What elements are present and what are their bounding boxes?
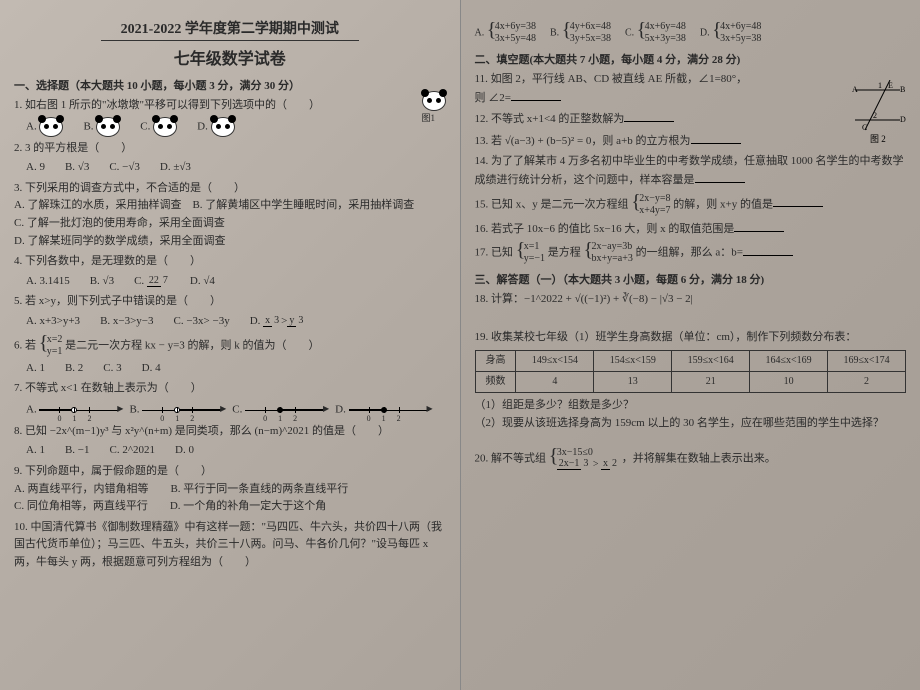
- q17: 17. 已知 x=1y=−1 是方程 2x−ay=3bbx+y=a+3 的一组解…: [475, 241, 907, 265]
- q10-opts: A. 4x+6y=383x+5y=48 B. 4y+6x=483y+5x=38 …: [475, 21, 907, 45]
- q14: 14. 为了了解某市 4 万多名初中毕业生的中考数学成绩，任意抽取 1000 名…: [475, 153, 907, 189]
- left-page: 2021-2022 学年度第二学期期中测试 七年级数学试卷 一、选择题（本大题共…: [0, 0, 461, 690]
- q1-fig: 图1: [422, 91, 446, 125]
- q16: 16. 若式子 10x−6 的值比 5x−16 大，则 x 的取值范围是: [475, 220, 907, 239]
- q3: 3. 下列采用的调查方式中，不合适的是（ ） A. 了解珠江的水质，采用抽样调查…: [14, 180, 446, 250]
- q1-text: 1. 如右图 1 所示的"冰墩墩"平移可以得到下列选项中的（ ）: [14, 99, 320, 111]
- freq-table: 身高149≤x<154154≤x<159159≤x<164164≤x<16916…: [475, 350, 907, 393]
- main-title: 2021-2022 学年度第二学期期中测试: [101, 18, 359, 41]
- q1-c: C.: [140, 117, 177, 137]
- header: 2021-2022 学年度第二学期期中测试 七年级数学试卷: [14, 18, 446, 69]
- q1-a: A.: [26, 117, 63, 137]
- q7-b: B. 012: [129, 400, 222, 420]
- q12: 12. 不等式 x+1<4 的正整数解为: [475, 110, 907, 129]
- q10: 10. 中国清代算书《御制数理精蕴》中有这样一题："马四匹、牛六头，共价四十八两…: [14, 519, 446, 572]
- panda-icon: [422, 91, 446, 111]
- table-row: 频数41321102: [475, 372, 906, 393]
- q7-c: C. 012: [232, 400, 325, 420]
- q8: 8. 已知 −2x^(m−1)y³ 与 x²y^(n+m) 是同类项，那么 (n…: [14, 423, 446, 460]
- q7-d: D. 012: [335, 400, 428, 420]
- section1-head: 一、选择题（本大题共 10 小题，每小题 3 分，满分 30 分）: [14, 77, 446, 93]
- q4: 4. 下列各数中，是无理数的是（ ） A. 3.1415 B. √3 C. 22…: [14, 253, 446, 290]
- q7: 7. 不等式 x<1 在数轴上表示为（ ） A. 012 B. 012 C. 0…: [14, 380, 446, 420]
- q1-d: D.: [197, 117, 234, 137]
- q5: 5. 若 x>y，则下列式子中错误的是（ ） A. x+3>y+3 B. x−3…: [14, 293, 446, 330]
- q7-a: A. 012: [26, 400, 119, 420]
- right-page: A. 4x+6y=383x+5y=48 B. 4y+6x=483y+5x=38 …: [461, 0, 920, 690]
- q1-b: B.: [83, 117, 120, 137]
- q11: 11. 如图 2，平行线 AB、CD 被直线 AE 所截，∠1=80°， 则 ∠…: [475, 71, 907, 107]
- q20: 20. 解不等式组 3x−15≤0 2x−13 > x2 ，并将解集在数轴上表示…: [475, 447, 907, 471]
- q13: 13. 若 √(a−3) + (b−5)² = 0，则 a+b 的立方根为: [475, 132, 907, 151]
- q15: 15. 已知 x、y 是二元一次方程组 2x−y=8x+4y=7 的解，则 x+…: [475, 193, 907, 217]
- q1-opts: A. B. C. D.: [26, 117, 446, 137]
- table-row: 身高149≤x<154154≤x<159159≤x<164164≤x<16916…: [475, 351, 906, 372]
- section2-head: 二、填空题(本大题共 7 小题，每小题 4 分，满分 28 分): [475, 51, 907, 67]
- q6: 6. 若 x=2y=1 是二元一次方程 kx − y=3 的解，则 k 的值为（…: [14, 334, 446, 378]
- sub-title: 七年级数学试卷: [14, 45, 446, 69]
- q18: 18. 计算：−1^2022 + √((−1)²) + ∛(−8) − |√3 …: [475, 291, 907, 309]
- q19: 19. 收集某校七年级（1）班学生身高数据（单位：cm），制作下列频数分布表： …: [475, 329, 907, 433]
- q9: 9. 下列命题中，属于假命题的是（ ） A. 两直线平行，内错角相等 B. 平行…: [14, 463, 446, 516]
- section3-head: 三、解答题（一）（本大题共 3 小题，每题 6 分，满分 18 分): [475, 271, 907, 287]
- q1: 1. 如右图 1 所示的"冰墩墩"平移可以得到下列选项中的（ ） 图1 A. B…: [14, 97, 446, 137]
- q2: 2. 3 的平方根是（ ） A. 9B. √3C. −√3D. ±√3: [14, 140, 446, 177]
